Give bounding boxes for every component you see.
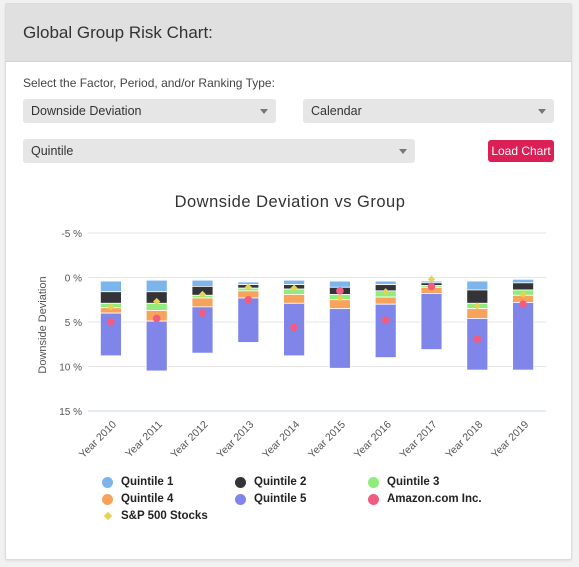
legend-item[interactable]: Quintile 3 xyxy=(368,476,439,488)
amazon-point xyxy=(290,323,298,332)
amazon-point xyxy=(473,335,482,343)
legend-diamond-icon xyxy=(103,511,113,521)
legend-item[interactable]: Quintile 5 xyxy=(235,493,306,505)
x-tick-label: Year 2012 xyxy=(169,419,211,461)
amazon-point xyxy=(198,309,207,317)
bar-segment xyxy=(237,297,260,343)
chevron-down-icon xyxy=(399,149,407,154)
legend-item[interactable]: Quintile 1 xyxy=(102,476,173,488)
sp500-point xyxy=(290,284,298,292)
legend-dot-icon xyxy=(102,493,113,505)
sp500-point xyxy=(336,294,344,302)
bar-segment xyxy=(466,280,489,291)
bar-segment xyxy=(191,306,214,354)
sp500-point xyxy=(382,288,390,296)
bar-segment xyxy=(100,291,122,304)
bar-segment xyxy=(466,289,489,304)
chart-title: Downside Deviation vs Group xyxy=(175,193,406,211)
bar-segment xyxy=(374,303,397,358)
amazon-point xyxy=(336,287,344,295)
ranking-select[interactable]: Quintile xyxy=(23,139,415,163)
y-axis-label: Downside Deviation xyxy=(37,276,49,373)
y-tick-label: 0 % xyxy=(65,274,82,285)
legend-item[interactable]: Amazon.com Inc. xyxy=(368,493,482,505)
bar-segment xyxy=(374,280,397,286)
bar-segment xyxy=(283,279,306,286)
legend-label: Amazon.com Inc. xyxy=(387,493,482,505)
amazon-point xyxy=(152,314,161,323)
legend-dot-icon xyxy=(102,476,113,488)
x-tick-label: Year 2015 xyxy=(306,419,348,461)
y-tick-label: 15 % xyxy=(59,407,82,418)
legend-dot-icon xyxy=(368,493,379,505)
legend-dot-icon xyxy=(235,476,246,488)
legend-item[interactable]: Quintile 4 xyxy=(102,493,173,505)
legend-dot-icon xyxy=(368,476,379,488)
bar-segment xyxy=(100,312,122,357)
legend-label: Quintile 1 xyxy=(121,476,174,488)
amazon-point xyxy=(427,282,436,291)
card-header: Global Group Risk Chart: xyxy=(6,4,571,62)
legend-item[interactable]: Quintile 2 xyxy=(235,476,306,488)
legend-label: Quintile 2 xyxy=(254,476,307,488)
legend-label: S&P 500 Stocks xyxy=(121,510,208,522)
x-tick-label: Year 2011 xyxy=(123,419,165,461)
legend-dot-icon xyxy=(235,493,246,505)
bar-segment xyxy=(512,278,535,284)
risk-chart-card: Global Group Risk Chart: Select the Fact… xyxy=(5,3,572,560)
selection-prompt: Select the Factor, Period, and/or Rankin… xyxy=(23,76,275,90)
legend-label: Quintile 5 xyxy=(254,493,307,505)
bar-segment xyxy=(512,302,535,371)
bar-segment xyxy=(145,279,168,293)
amazon-point xyxy=(107,318,115,326)
bar-segment xyxy=(191,279,214,287)
bar-segment xyxy=(328,308,351,369)
chevron-down-icon xyxy=(538,109,546,114)
factor-select[interactable]: Downside Deviation xyxy=(23,99,276,123)
legend-label: Quintile 3 xyxy=(387,476,440,488)
ranking-select-value: Quintile xyxy=(31,144,74,158)
legend-label: Quintile 4 xyxy=(121,493,174,505)
y-tick-label: 5 % xyxy=(65,318,82,329)
bar-segment xyxy=(466,308,489,319)
bar-segment xyxy=(145,320,168,372)
y-tick-label: -5 % xyxy=(61,229,82,240)
amazon-point xyxy=(244,295,253,304)
bar-segment xyxy=(283,294,306,304)
bar-segment xyxy=(100,280,122,293)
period-select-value: Calendar xyxy=(311,104,362,118)
chevron-down-icon xyxy=(260,109,268,114)
bar-segment xyxy=(328,280,351,288)
period-select[interactable]: Calendar xyxy=(303,99,554,123)
x-tick-label: Year 2017 xyxy=(398,419,440,461)
x-tick-label: Year 2019 xyxy=(489,419,531,461)
legend-item[interactable]: S&P 500 Stocks xyxy=(102,510,208,522)
y-tick-label: 10 % xyxy=(59,363,82,374)
page-title: Global Group Risk Chart: xyxy=(23,22,213,42)
bar-segment xyxy=(420,293,443,350)
amazon-point xyxy=(381,316,390,325)
x-tick-label: Year 2014 xyxy=(260,419,302,461)
factor-select-value: Downside Deviation xyxy=(31,104,142,118)
x-tick-label: Year 2016 xyxy=(352,419,394,461)
load-chart-button[interactable]: Load Chart xyxy=(488,140,554,162)
x-tick-label: Year 2013 xyxy=(214,419,256,461)
bar-segment xyxy=(191,297,214,308)
bar-segment xyxy=(374,296,397,305)
x-tick-label: Year 2018 xyxy=(443,419,485,461)
bar-segment xyxy=(466,318,489,371)
amazon-point xyxy=(519,300,527,308)
x-tick-label: Year 2010 xyxy=(77,419,119,461)
downside-deviation-chart: Downside Deviation vs Group -5 % 0 % 5 % 10 … xyxy=(37,193,546,461)
sp500-point xyxy=(107,303,115,311)
bar-segment xyxy=(512,282,535,291)
